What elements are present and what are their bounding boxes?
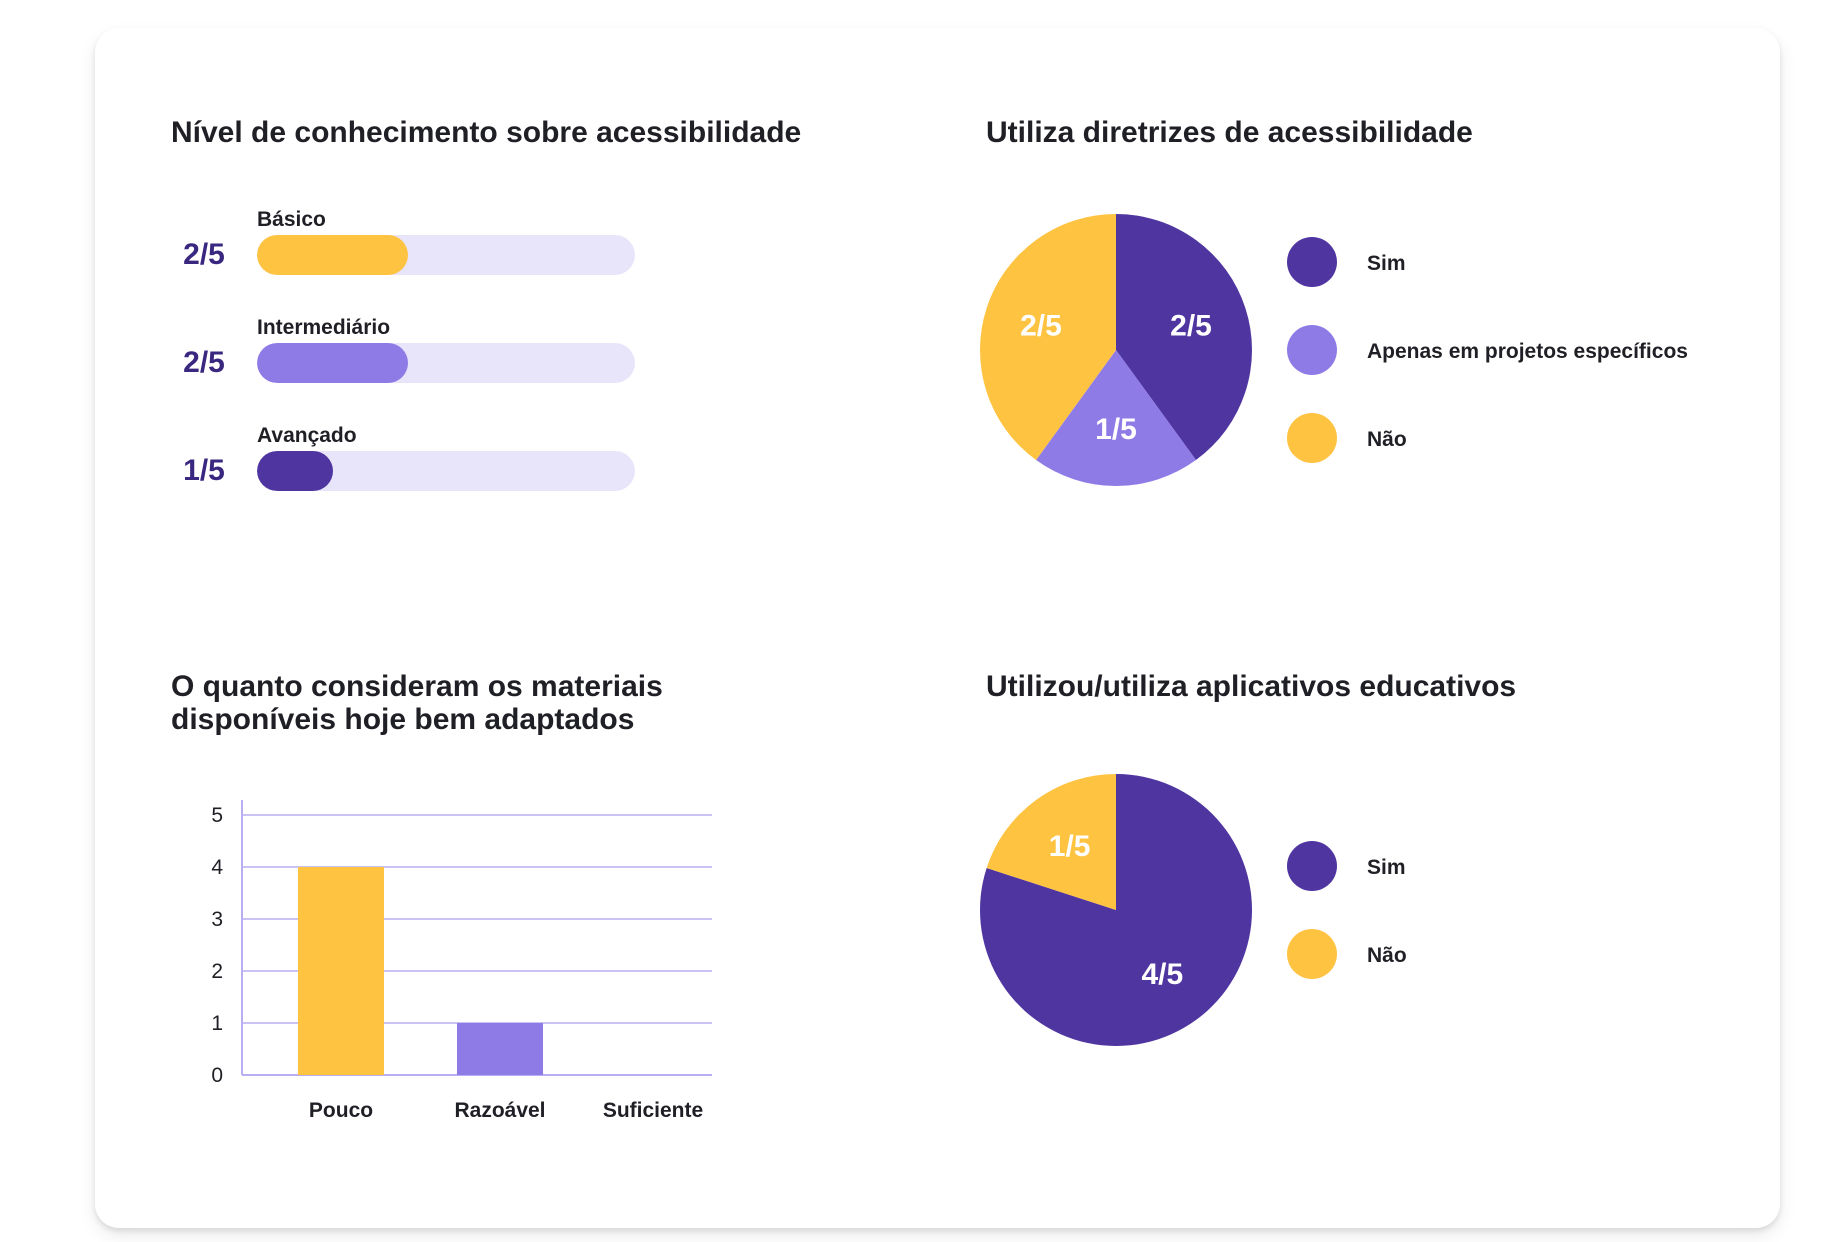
guidelines-legend-swatch-apenas-em-projetos-especificos: [1287, 325, 1337, 375]
apps-legend-swatch-nao: [1287, 929, 1337, 979]
knowledge-label-advanced: Avançado: [257, 424, 357, 447]
materials-bar-pouco: [298, 867, 384, 1075]
guidelines-slice-nao: [980, 214, 1116, 461]
knowledge-row-intermediate: Intermediário 2/5: [171, 316, 641, 396]
materials-y-tick-1: 1: [211, 1012, 223, 1035]
guidelines-legend-label-sim: Sim: [1367, 252, 1406, 275]
guidelines-legend-label-nao: Não: [1367, 428, 1407, 451]
knowledge-track-basic: [257, 235, 635, 275]
guidelines-slice-label-sim: 2/5: [1170, 310, 1212, 343]
guidelines-slice-sim: [1116, 214, 1252, 461]
knowledge-track-intermediate: [257, 343, 635, 383]
apps-chart-title: Utilizou/utiliza aplicativos educativos: [986, 670, 1517, 703]
materials-x-label-pouco: Pouco: [309, 1099, 373, 1122]
guidelines-legend-swatch-nao: [1287, 413, 1337, 463]
apps-legend-label-nao: Não: [1367, 944, 1407, 967]
apps-pie-chart: 4/5 1/5 Sim Não: [980, 774, 1407, 1046]
knowledge-label-intermediate: Intermediário: [257, 316, 391, 339]
materials-chart-title: O quanto consideram os materiais disponí…: [171, 670, 663, 736]
knowledge-fill-advanced: [257, 451, 333, 491]
guidelines-legend-label-apenas-em-projetos-especificos: Apenas em projetos específicos: [1367, 340, 1688, 363]
materials-y-tick-4: 4: [211, 856, 223, 879]
apps-slice-label-nao: 1/5: [1049, 830, 1091, 863]
knowledge-track-advanced: [257, 451, 635, 491]
materials-y-tick-3: 3: [211, 908, 223, 931]
apps-slice-nao: [986, 774, 1116, 910]
knowledge-row-basic: Básico 2/5: [171, 208, 641, 288]
knowledge-value-basic: 2/5: [183, 238, 225, 271]
materials-x-label-suficiente: Suficiente: [603, 1099, 703, 1122]
guidelines-legend-swatch-sim: [1287, 237, 1337, 287]
materials-bar-razoavel: [457, 1023, 543, 1075]
materials-y-tick-0: 0: [211, 1064, 223, 1087]
knowledge-chart-title: Nível de conhecimento sobre acessibilida…: [171, 116, 802, 149]
guidelines-slice-label-apenas-em-projetos-especificos: 1/5: [1095, 413, 1137, 446]
apps-slice-label-sim: 4/5: [1142, 958, 1184, 991]
knowledge-value-intermediate: 2/5: [183, 346, 225, 379]
materials-y-tick-2: 2: [211, 960, 223, 983]
knowledge-row-advanced: Avançado 1/5: [171, 424, 641, 504]
materials-bar-chart: 0 1 2 3 4 5 Pouco Razoável Suficiente: [211, 800, 712, 1122]
knowledge-fill-intermediate: [257, 343, 409, 383]
guidelines-pie-chart: 2/5 1/5 2/5 Sim Apenas em projetos específic…: [980, 214, 1688, 486]
guidelines-chart-title: Utiliza diretrizes de acessibilidade: [986, 116, 1473, 149]
guidelines-slice-apenas-em-projetos-especificos: [1036, 350, 1196, 486]
apps-legend-label-sim: Sim: [1367, 856, 1406, 879]
guidelines-slice-label-nao: 2/5: [1020, 310, 1062, 343]
materials-x-label-razoavel: Razoável: [454, 1099, 545, 1122]
knowledge-value-advanced: 1/5: [183, 454, 225, 487]
knowledge-label-basic: Básico: [257, 208, 326, 231]
knowledge-fill-basic: [257, 235, 409, 275]
apps-legend-swatch-sim: [1287, 841, 1337, 891]
materials-y-tick-5: 5: [211, 804, 223, 827]
